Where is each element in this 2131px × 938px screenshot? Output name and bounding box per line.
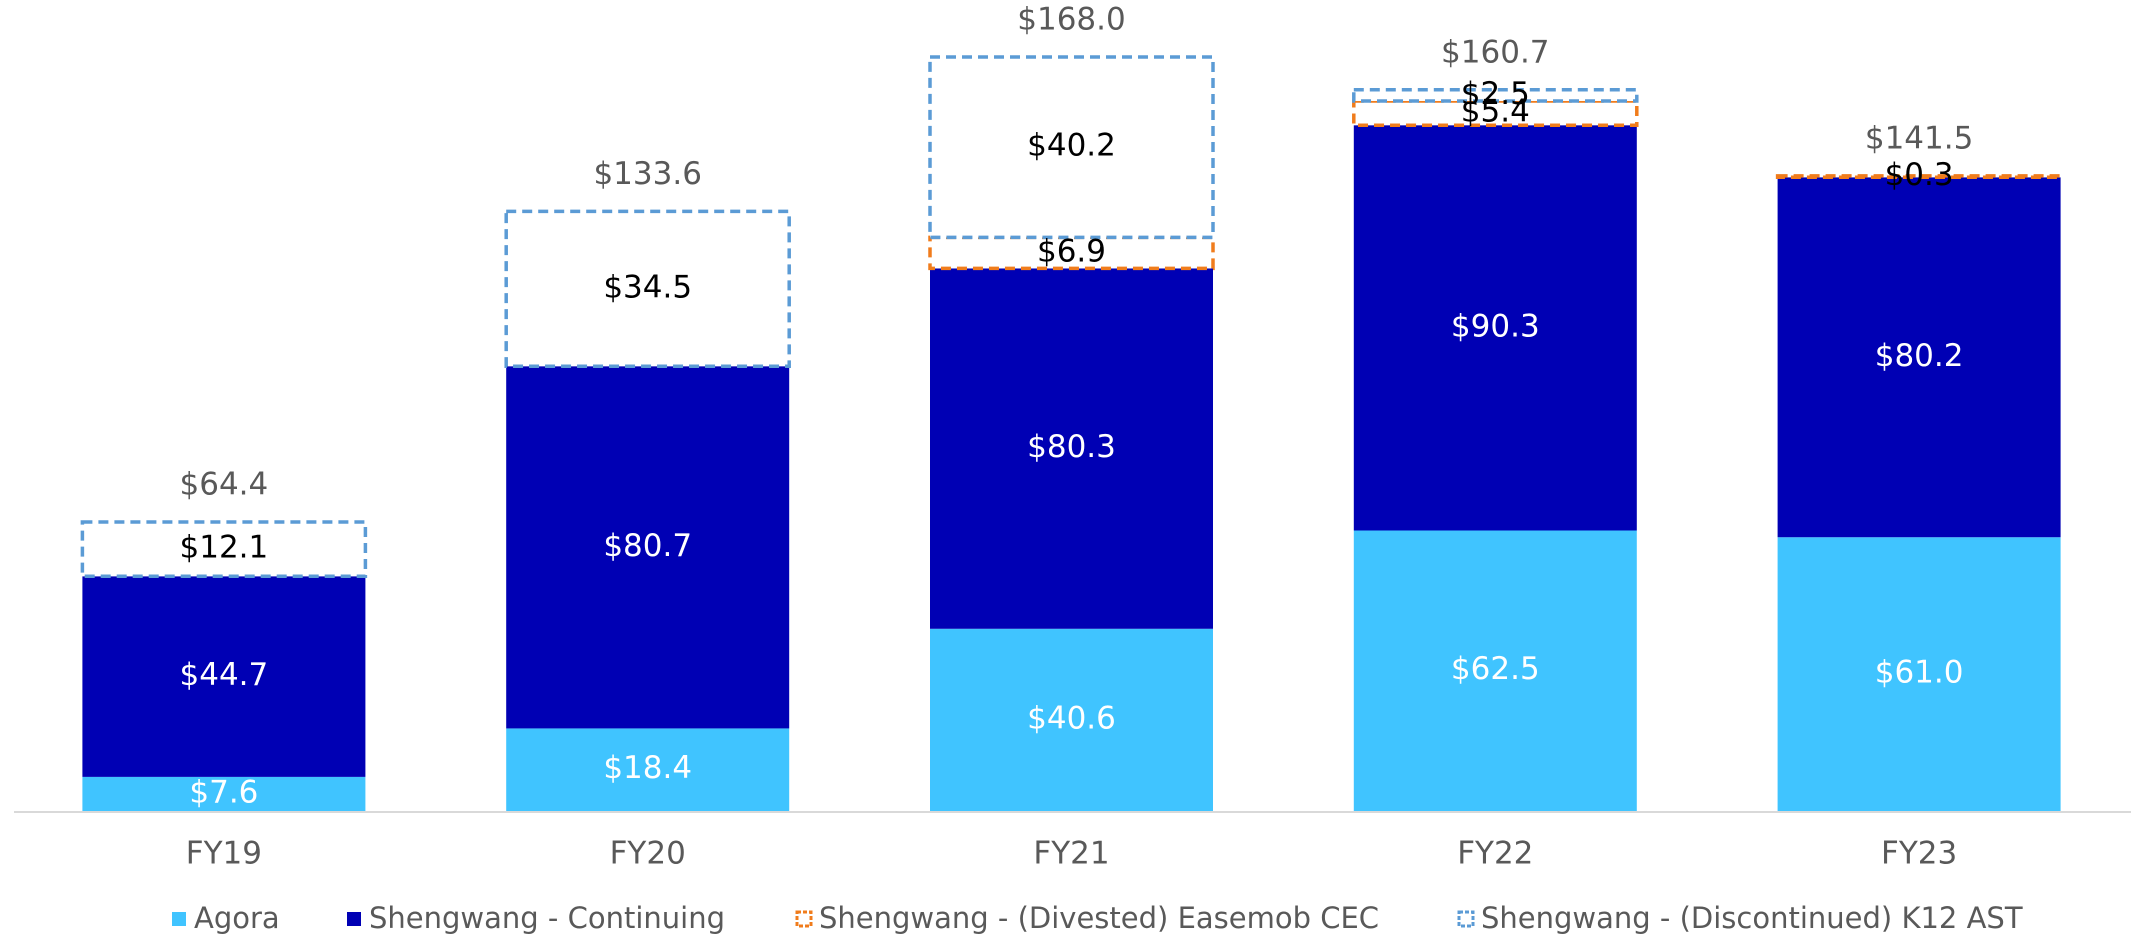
bar-segment: [82, 776, 366, 811]
data-label: $12.1: [180, 530, 269, 566]
legend-marker: [795, 910, 813, 928]
bar-segment: [1777, 537, 2061, 811]
total-label: $64.4: [180, 466, 269, 502]
data-label: $80.3: [1027, 429, 1116, 465]
data-label: $7.6: [189, 774, 258, 810]
data-label: $44.7: [180, 657, 269, 693]
legend-label: Shengwang - (Discontinued) K12 AST: [1481, 901, 2023, 935]
bar-segment: [1352, 99, 1639, 127]
data-label: $61.0: [1875, 655, 1964, 691]
data-label: $40.2: [1027, 128, 1116, 164]
legend-label: Shengwang - (Divested) Easemob CEC: [819, 901, 1379, 935]
bar-segment: [928, 55, 1215, 240]
data-label: $18.4: [603, 750, 692, 786]
data-label: $0.3: [1885, 157, 1954, 193]
x-tick-label: FY19: [186, 836, 262, 872]
data-label: $80.7: [603, 528, 692, 564]
data-label: $34.5: [603, 269, 692, 305]
legend-marker: [1457, 910, 1475, 928]
bar-segment: [1775, 174, 2063, 180]
data-label: $6.9: [1037, 233, 1106, 269]
data-label: $80.2: [1875, 338, 1964, 374]
total-label: $141.5: [1865, 120, 1973, 156]
bar-segment: [1777, 177, 2061, 538]
bar-segment: [928, 235, 1215, 271]
total-label: $133.6: [593, 156, 701, 192]
x-tick-label: FY23: [1881, 836, 1957, 872]
legend-marker: [172, 912, 186, 926]
total-label: $160.7: [1441, 34, 1549, 70]
bar-segment: [80, 520, 368, 579]
data-label: $2.5: [1461, 76, 1530, 112]
legend-label: Shengwang - Continuing: [369, 901, 725, 935]
bar-segment: [82, 576, 366, 777]
bar-segment: [506, 366, 790, 729]
bar-segment: [506, 728, 790, 811]
bar-segment: [1353, 125, 1637, 531]
data-label: $40.6: [1027, 700, 1116, 736]
data-label: $90.3: [1451, 308, 1540, 344]
legend-marker: [347, 912, 361, 926]
x-tick-label: FY22: [1457, 836, 1533, 872]
bar-segment: [1352, 88, 1639, 103]
bar-segment: [1353, 530, 1637, 811]
data-label: $5.4: [1461, 94, 1530, 130]
bar-segment: [504, 209, 791, 368]
data-label: $62.5: [1451, 651, 1540, 687]
total-label: $168.0: [1017, 2, 1125, 38]
x-tick-label: FY20: [610, 836, 686, 872]
bar-segment: [930, 268, 1213, 629]
bar-segment: [930, 628, 1213, 811]
legend-label: Agora: [194, 901, 280, 935]
x-tick-label: FY21: [1033, 836, 1109, 872]
